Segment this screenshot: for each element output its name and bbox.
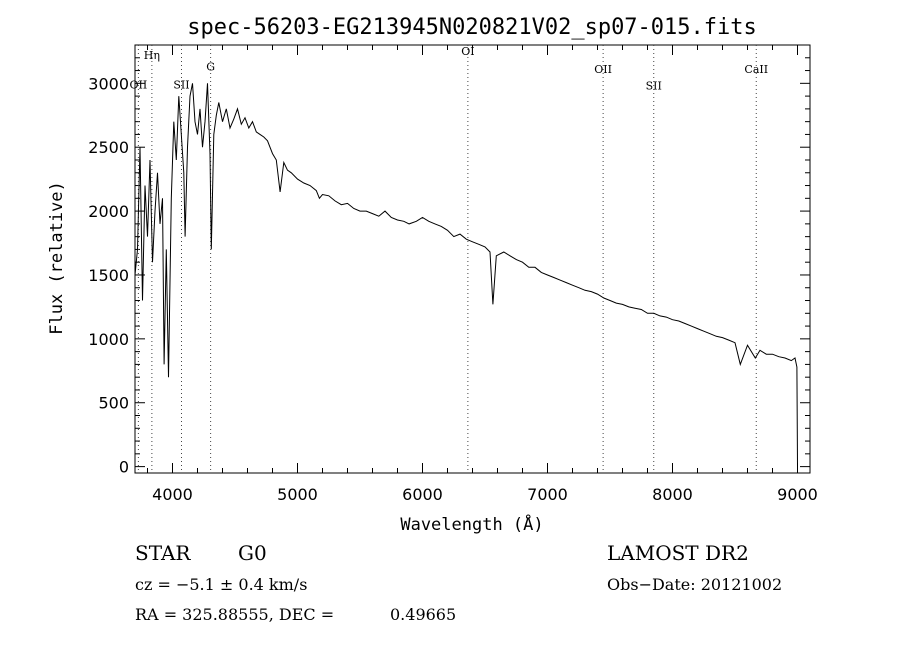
object-subclass: G0 bbox=[238, 541, 267, 565]
y-tick-label: 3000 bbox=[88, 74, 129, 93]
x-tick-label: 9000 bbox=[777, 485, 818, 504]
line-marker-label: CaII bbox=[744, 63, 768, 76]
survey-name: LAMOST DR2 bbox=[607, 541, 749, 565]
y-tick-label: 500 bbox=[98, 394, 129, 413]
line-marker-label: SII bbox=[173, 78, 189, 91]
coordinates-label: RA = 325.88555, DEC = bbox=[135, 605, 335, 624]
x-tick-label: 6000 bbox=[402, 485, 443, 504]
line-marker-label: OII bbox=[594, 63, 612, 76]
x-tick-label: 7000 bbox=[527, 485, 568, 504]
dec-value: 0.49665 bbox=[390, 605, 457, 624]
x-tick-label: 8000 bbox=[652, 485, 693, 504]
observation-date: Obs−Date: 20121002 bbox=[607, 575, 783, 594]
y-tick-label: 1500 bbox=[88, 266, 129, 285]
chart-title: spec-56203-EG213945N020821V02_sp07-015.f… bbox=[187, 15, 757, 40]
y-axis-label: Flux (relative) bbox=[47, 181, 67, 335]
line-marker-label: OII bbox=[130, 78, 148, 91]
object-class: STAR bbox=[135, 541, 191, 565]
plot-frame bbox=[134, 44, 811, 474]
plot-area: 4000 5000 6000 7000 8000 9000 0 500 1000 1500 2000… bbox=[88, 44, 818, 504]
line-marker-label: Hη bbox=[144, 49, 160, 62]
y-tick-label: 2000 bbox=[88, 202, 129, 221]
x-tick-label: 4000 bbox=[152, 485, 193, 504]
y-tick-label: 1000 bbox=[88, 330, 129, 349]
line-marker-label: SII bbox=[646, 80, 662, 93]
x-axis-label: Wavelength (Å) bbox=[400, 513, 543, 535]
redshift-cz: cz = −5.1 ± 0.4 km/s bbox=[135, 575, 308, 594]
spectrum-line bbox=[134, 83, 798, 467]
line-marker-label: G bbox=[206, 61, 215, 74]
y-tick-label: 0 bbox=[119, 458, 129, 477]
y-tick-label: 2500 bbox=[88, 138, 129, 157]
line-marker-label: OI bbox=[461, 45, 474, 58]
x-tick-label: 5000 bbox=[277, 485, 318, 504]
